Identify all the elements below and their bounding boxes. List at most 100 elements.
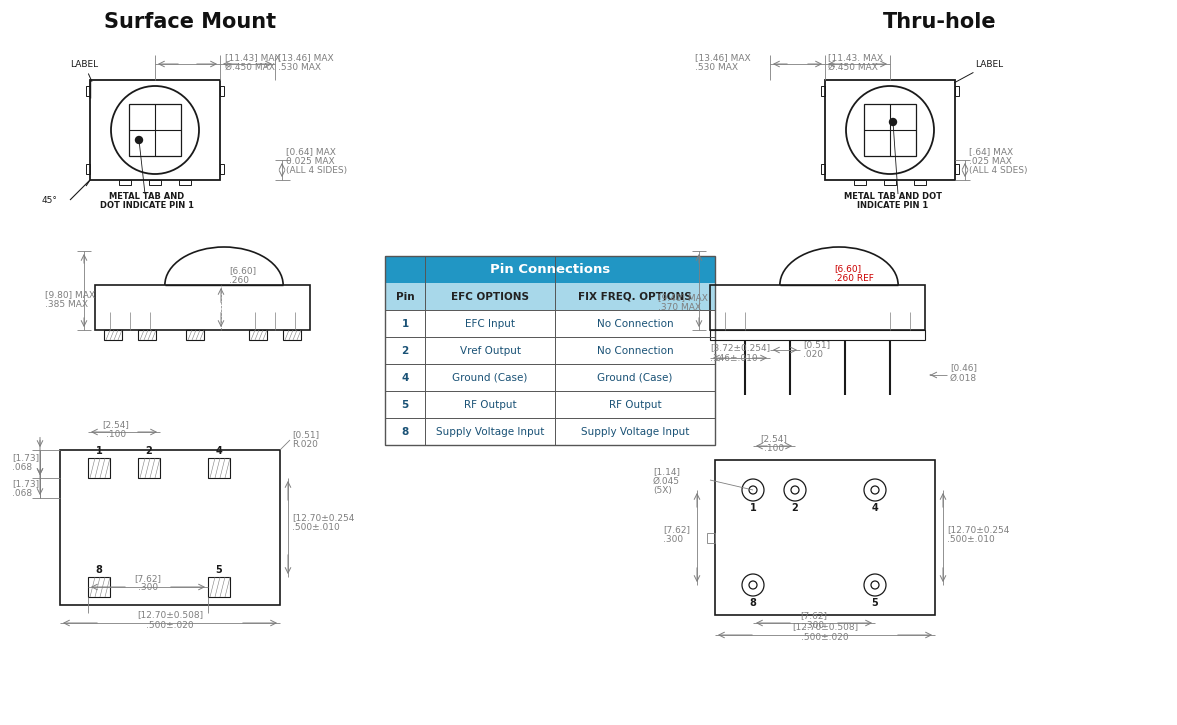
Text: 1: 1 xyxy=(750,503,757,513)
Text: .260 REF: .260 REF xyxy=(834,273,873,283)
Text: [13.46] MAX: [13.46] MAX xyxy=(694,54,751,62)
Text: .025 MAX: .025 MAX xyxy=(969,157,1012,165)
Text: 45°: 45° xyxy=(41,196,56,204)
Bar xyxy=(129,104,181,156)
Text: R.020: R.020 xyxy=(292,439,318,449)
Bar xyxy=(385,256,714,283)
Bar xyxy=(955,164,959,174)
Text: .300: .300 xyxy=(138,584,158,592)
Text: (ALL 4 SIDES): (ALL 4 SIDES) xyxy=(286,165,347,175)
Text: 5: 5 xyxy=(215,565,222,575)
Bar xyxy=(104,330,122,340)
Text: Surface Mount: Surface Mount xyxy=(104,12,277,32)
Text: [13.46] MAX: [13.46] MAX xyxy=(278,54,333,62)
Text: [7.62]: [7.62] xyxy=(134,574,161,584)
Text: (5X): (5X) xyxy=(653,486,672,494)
Text: EFC Input: EFC Input xyxy=(465,318,516,328)
Text: 1: 1 xyxy=(95,446,102,456)
Text: [12.70±0.254: [12.70±0.254 xyxy=(292,513,354,522)
Text: 4: 4 xyxy=(215,446,222,456)
Text: [.64] MAX: [.64] MAX xyxy=(969,147,1013,157)
Text: .260: .260 xyxy=(230,276,250,284)
Text: .530 MAX: .530 MAX xyxy=(694,62,738,72)
Text: Supply Voltage Input: Supply Voltage Input xyxy=(435,426,544,436)
Bar xyxy=(220,164,224,174)
Bar xyxy=(385,283,714,310)
Bar xyxy=(915,180,926,185)
Text: [3.72±0.254]: [3.72±0.254] xyxy=(710,344,770,352)
Text: [11.43] MAX: [11.43] MAX xyxy=(225,54,280,62)
Text: DOT INDICATE PIN 1: DOT INDICATE PIN 1 xyxy=(100,201,194,210)
Bar xyxy=(179,180,191,185)
Bar xyxy=(208,577,230,597)
Text: 0.025 MAX: 0.025 MAX xyxy=(286,157,334,165)
Text: METAL TAB AND: METAL TAB AND xyxy=(109,191,185,201)
Bar xyxy=(186,330,204,340)
Bar xyxy=(710,285,925,330)
Bar xyxy=(385,310,714,337)
Bar xyxy=(864,104,916,156)
Text: Pin: Pin xyxy=(395,291,414,302)
Text: .500±.010: .500±.010 xyxy=(292,523,340,532)
Text: [6.60]: [6.60] xyxy=(834,265,862,273)
Text: FIX FREQ. OPTIONS: FIX FREQ. OPTIONS xyxy=(578,291,692,302)
Text: [1.73]: [1.73] xyxy=(12,479,39,489)
Text: 2: 2 xyxy=(401,346,408,355)
Text: Vref Output: Vref Output xyxy=(459,346,520,355)
Bar xyxy=(710,330,925,340)
Text: .500±.020: .500±.020 xyxy=(802,632,849,642)
Bar xyxy=(138,458,160,478)
Text: [12.70±0.508]: [12.70±0.508] xyxy=(792,623,858,631)
Text: 8: 8 xyxy=(401,426,408,436)
Text: Ground (Case): Ground (Case) xyxy=(452,373,527,383)
Bar xyxy=(138,330,157,340)
Bar xyxy=(955,86,959,96)
Bar xyxy=(385,391,714,418)
Text: Thru-hole: Thru-hole xyxy=(883,12,997,32)
Text: RF Output: RF Output xyxy=(464,399,517,410)
Text: Supply Voltage Input: Supply Voltage Input xyxy=(580,426,690,436)
Bar xyxy=(822,164,825,174)
Text: .500±.020: .500±.020 xyxy=(146,621,194,629)
Text: 5: 5 xyxy=(872,598,878,608)
Text: .530 MAX: .530 MAX xyxy=(278,62,321,72)
Text: [6.60]: [6.60] xyxy=(230,267,257,276)
Text: 4: 4 xyxy=(872,503,878,513)
Text: No Connection: No Connection xyxy=(597,318,673,328)
Text: LABEL: LABEL xyxy=(69,59,98,81)
Text: .068: .068 xyxy=(12,489,32,497)
Bar xyxy=(119,180,131,185)
Text: .500±.010: .500±.010 xyxy=(947,535,995,544)
Text: .146±.010: .146±.010 xyxy=(710,354,758,362)
Bar xyxy=(884,180,896,185)
Text: [0.64] MAX: [0.64] MAX xyxy=(286,147,335,157)
Text: RF Output: RF Output xyxy=(609,399,661,410)
Text: [1.14]: [1.14] xyxy=(653,468,680,476)
Text: .300: .300 xyxy=(804,621,824,631)
Text: 2: 2 xyxy=(146,446,152,456)
Text: [7.62]: [7.62] xyxy=(800,611,827,621)
Text: Ø.045: Ø.045 xyxy=(653,476,680,486)
Bar xyxy=(825,80,955,180)
Circle shape xyxy=(135,136,142,144)
Bar xyxy=(208,458,230,478)
Text: Ø.018: Ø.018 xyxy=(950,373,977,383)
Text: 1: 1 xyxy=(401,318,408,328)
Bar xyxy=(707,532,714,542)
Text: (ALL 4 SDES): (ALL 4 SDES) xyxy=(969,165,1028,175)
Text: [9.80] MAX: [9.80] MAX xyxy=(45,291,95,299)
Text: [0.51]: [0.51] xyxy=(292,431,319,439)
Text: .100: .100 xyxy=(764,444,784,452)
Bar xyxy=(385,256,714,445)
Text: Ground (Case): Ground (Case) xyxy=(597,373,673,383)
Text: [12.70±0.508]: [12.70±0.508] xyxy=(137,610,204,619)
Bar xyxy=(88,458,109,478)
Text: Ø.450 MAX: Ø.450 MAX xyxy=(225,62,275,72)
Bar xyxy=(88,577,109,597)
Text: INDICATE PIN 1: INDICATE PIN 1 xyxy=(857,201,929,210)
Text: LABEL: LABEL xyxy=(955,59,1003,83)
Text: .385 MAX: .385 MAX xyxy=(45,299,88,309)
Bar xyxy=(385,418,714,445)
Text: .020: .020 xyxy=(803,349,823,358)
Text: METAL TAB AND DOT: METAL TAB AND DOT xyxy=(844,191,942,201)
